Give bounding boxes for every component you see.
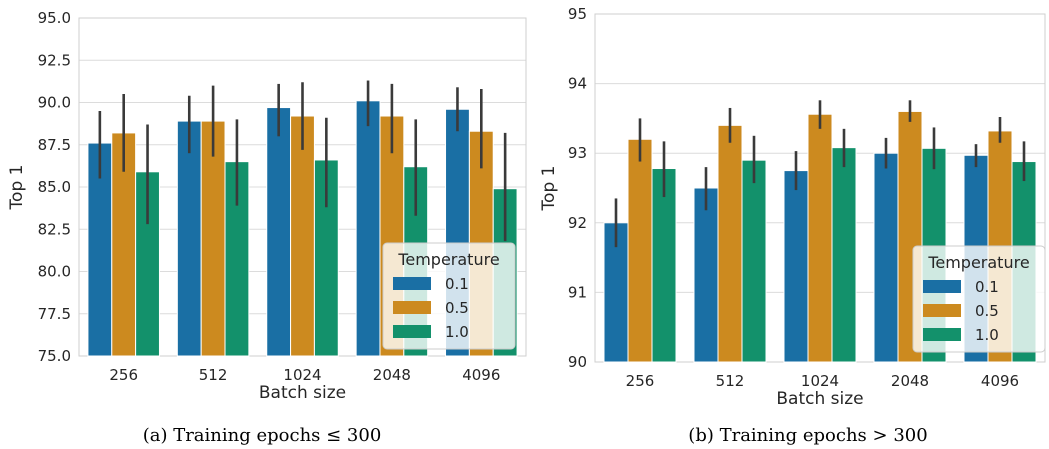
legend-swatch [393,325,431,338]
x-tick-label: 2048 [891,372,929,390]
y-tick-label: 87.5 [38,136,71,154]
figure-caption: (b) Training epochs > 300 [688,425,927,446]
chart-b-svg: 90 91 92 93 94 95 256 512 1024 2048 4096 Batch size… [539,5,1046,446]
chart-panel-b: 90 91 92 93 94 95 256 512 1024 2048 4096 Batch size… [530,0,1049,449]
legend-label: 0.1 [445,275,469,293]
legend-swatch [923,328,961,341]
x-tick-label: 256 [626,372,655,390]
x-tick-label: 512 [716,372,745,390]
legend-box [382,242,516,350]
bar [176,120,202,357]
bar [873,152,899,363]
y-tick-label: 90.0 [38,94,71,112]
legend-title: Temperature [927,253,1029,272]
y-tick-label: 95.0 [38,9,71,27]
y-tick-label: 77.5 [38,305,71,323]
legend-swatch [923,304,961,317]
chart-a-svg: 75.0 77.5 80.0 82.5 85.0 87.5 90.0 92.5 95.0 256 5… [7,9,527,446]
y-axis-label: Top 1 [7,165,27,211]
bar [355,100,381,357]
y-tick-label: 93 [568,144,587,162]
x-tick-label: 512 [199,366,228,384]
y-axis-label: Top 1 [539,166,559,212]
y-tick-label: 75.0 [38,347,71,365]
x-tick-label: 1024 [801,372,839,390]
x-tick-label: 4096 [981,372,1019,390]
y-tick-label: 91 [568,283,587,301]
x-tick-label: 256 [109,366,138,384]
bar [783,170,809,363]
y-tick-label: 92 [568,214,587,232]
x-axis-label: Batch size [776,389,863,409]
legend-label: 0.5 [445,299,469,317]
x-tick-label: 4096 [462,366,500,384]
x-tick-label: 1024 [283,366,321,384]
y-tick-label: 95 [568,5,587,23]
legend-swatch [393,277,431,290]
legend-box [912,245,1046,353]
legend-title: Temperature [397,250,499,269]
chart-panel-a: 75.0 77.5 80.0 82.5 85.0 87.5 90.0 92.5 95.0 256 5… [7,9,527,446]
legend-label: 0.1 [975,278,999,296]
bar [831,147,857,363]
legend-label: 0.5 [975,302,999,320]
figure-caption: (a) Training epochs ≤ 300 [143,425,382,446]
y-tick-label: 90 [568,353,587,371]
y-tick-label: 92.5 [38,51,71,69]
legend-label: 1.0 [445,323,469,341]
bar [807,113,833,363]
x-axis-label: Batch size [259,383,346,403]
bar [627,138,653,363]
y-tick-label: 94 [568,75,587,93]
y-tick-label: 85.0 [38,178,71,196]
bar [651,168,677,363]
bar [693,187,719,363]
bar [741,159,767,363]
legend-label: 1.0 [975,326,999,344]
y-tick-label: 82.5 [38,220,71,238]
bar [266,107,292,357]
bar [290,115,315,357]
bar [717,124,743,363]
y-tick-label: 80.0 [38,263,71,281]
legend-swatch [393,301,431,314]
x-tick-label: 2048 [373,366,411,384]
legend-swatch [923,280,961,293]
